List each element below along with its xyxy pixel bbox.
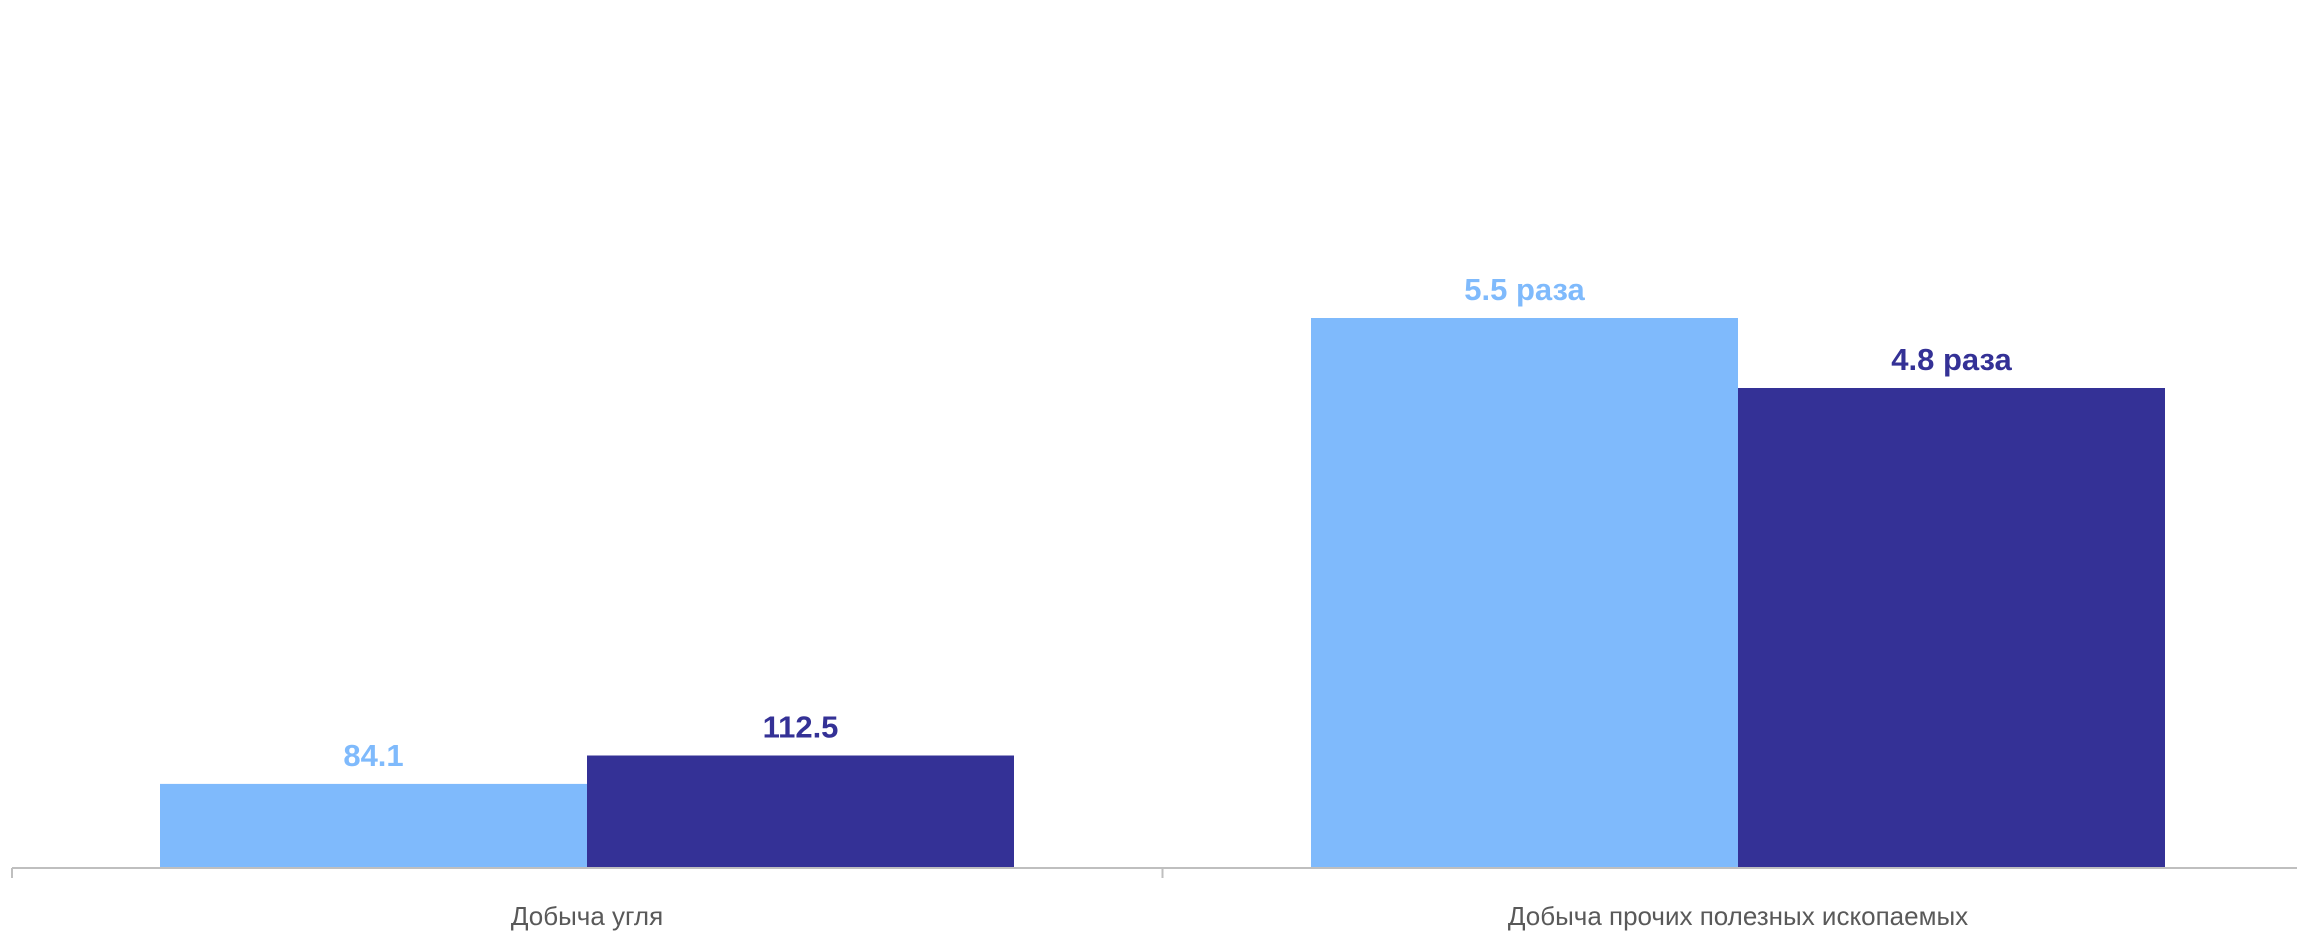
value-label-series2-cat1: 112.5 [763,710,839,745]
bar-series1-cat2 [1311,318,1738,868]
bar-series1-cat1 [160,783,587,868]
bar-series2-cat2 [1738,388,2165,868]
value-label-series1-cat2: 5.5 раза [1464,272,1585,307]
x-axis: Добыча угля Добыча прочих полезных ископа… [11,867,2297,931]
value-label-series2-cat2: 4.8 раза [1891,342,2012,377]
bar-series2-cat1 [587,755,1014,868]
value-label-series1-cat1: 84.1 [343,738,403,773]
category-label-2: Добыча прочих полезных ископаемых [1508,901,1968,931]
category-label-1: Добыча угля [511,901,663,931]
bars-layer [160,318,2165,868]
value-labels-layer: 84.1 112.5 5.5 раза 4.8 раза [343,272,2012,773]
